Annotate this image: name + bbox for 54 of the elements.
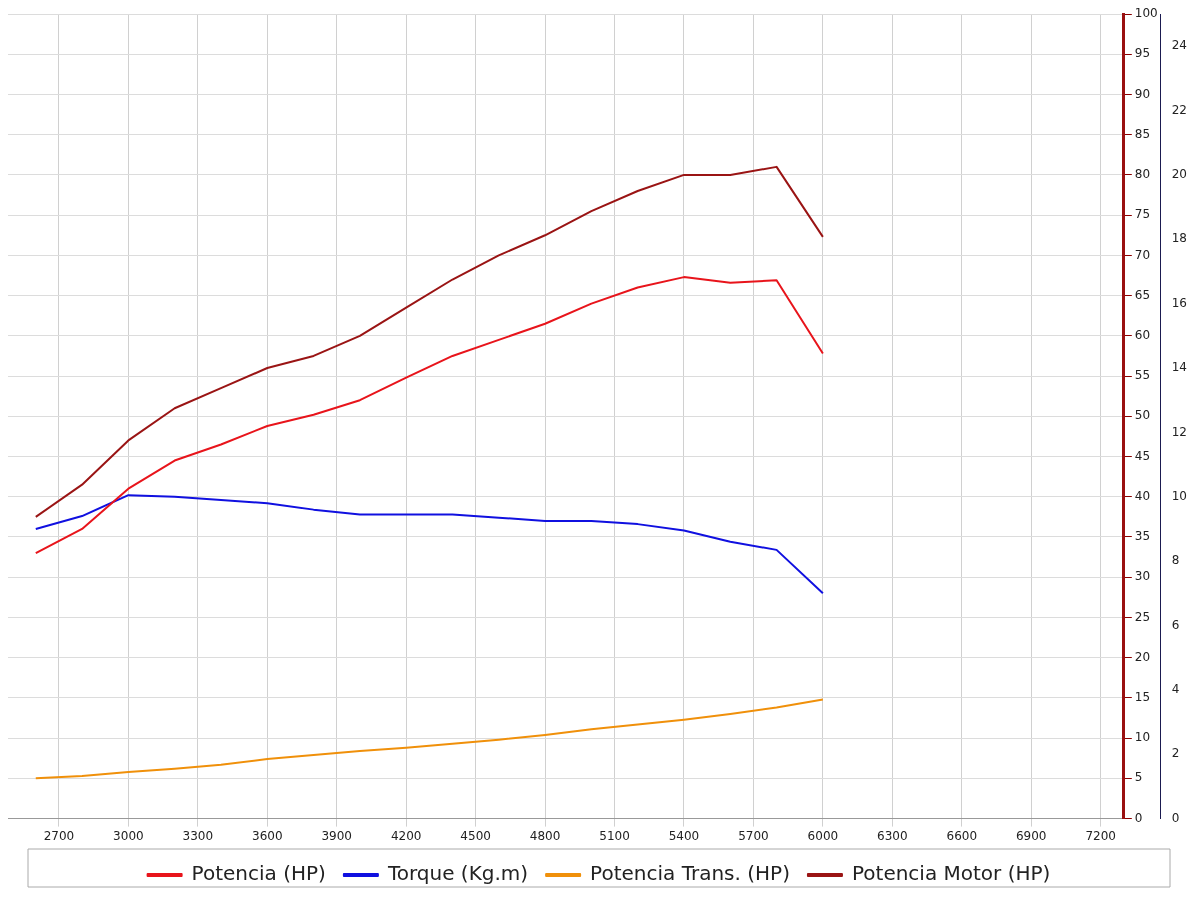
y-tick-label: 5 <box>1134 770 1143 785</box>
y-tick-label: 15 <box>1134 690 1151 705</box>
y-tick-label: 50 <box>1134 408 1151 423</box>
y2-tick-label: 22 <box>1171 102 1188 117</box>
x-tick-label: 6300 <box>877 828 908 843</box>
y-tick-label: 95 <box>1134 46 1151 61</box>
y-tick-label: 85 <box>1134 126 1151 141</box>
y-tick-label: 60 <box>1134 327 1151 342</box>
y2-tick-label: 18 <box>1171 231 1188 246</box>
y-tick-label: 40 <box>1134 488 1151 503</box>
y2-tick-label: 6 <box>1171 617 1180 632</box>
y2-tick-label: 4 <box>1171 681 1180 696</box>
x-tick-label: 4800 <box>529 828 561 843</box>
y-tick-label: 0 <box>1134 810 1143 825</box>
y-tick-label: 25 <box>1134 609 1151 624</box>
y-tick-label: 100 <box>1134 6 1158 21</box>
legend-label: Potencia Motor (HP) <box>851 861 1051 886</box>
y2-tick-label: 12 <box>1171 424 1188 439</box>
y-tick-label: 90 <box>1134 86 1151 101</box>
y2-tick-label: 24 <box>1171 38 1188 53</box>
y-tick-label: 35 <box>1134 529 1151 544</box>
y2-tick-label: 16 <box>1171 295 1188 310</box>
x-tick-label: 7200 <box>1085 828 1116 843</box>
y2-tick-label: 10 <box>1171 488 1188 503</box>
x-tick-label: 4200 <box>390 828 422 843</box>
legend-label: Potencia Trans. (HP) <box>590 861 790 886</box>
y-tick-label: 20 <box>1134 649 1151 664</box>
x-tick-label: 6900 <box>1015 828 1047 843</box>
x-tick-label: 5700 <box>738 828 769 843</box>
y-tick-label: 70 <box>1134 247 1151 262</box>
y-tick-label: 30 <box>1134 569 1151 584</box>
y-tick-label: 65 <box>1134 287 1151 302</box>
y-tick-label: 10 <box>1134 730 1151 745</box>
x-tick-label: 5100 <box>599 828 630 843</box>
y-tick-label: 45 <box>1134 448 1151 463</box>
x-tick-label: 3300 <box>182 828 214 843</box>
y2-tick-label: 8 <box>1171 553 1180 568</box>
x-tick-label: 4500 <box>460 828 491 843</box>
y-tick-label: 80 <box>1134 167 1151 182</box>
y2-tick-label: 0 <box>1171 810 1180 825</box>
legend-label: Torque (Kg.m) <box>386 861 529 886</box>
x-tick-label: 3000 <box>113 828 144 843</box>
x-tick-label: 3900 <box>321 828 352 843</box>
y-tick-label: 75 <box>1134 207 1151 222</box>
x-tick-label: 6000 <box>807 828 839 843</box>
x-tick-label: 2700 <box>43 828 75 843</box>
y2-tick-label: 20 <box>1171 167 1188 182</box>
legend-label: Potencia (HP) <box>191 861 326 886</box>
y-tick-label: 55 <box>1134 368 1151 383</box>
x-tick-label: 3600 <box>252 828 283 843</box>
y2-tick-label: 14 <box>1171 360 1188 375</box>
x-tick-label: 6600 <box>946 828 978 843</box>
x-tick-label: 5400 <box>668 828 700 843</box>
y2-tick-label: 2 <box>1171 746 1180 761</box>
